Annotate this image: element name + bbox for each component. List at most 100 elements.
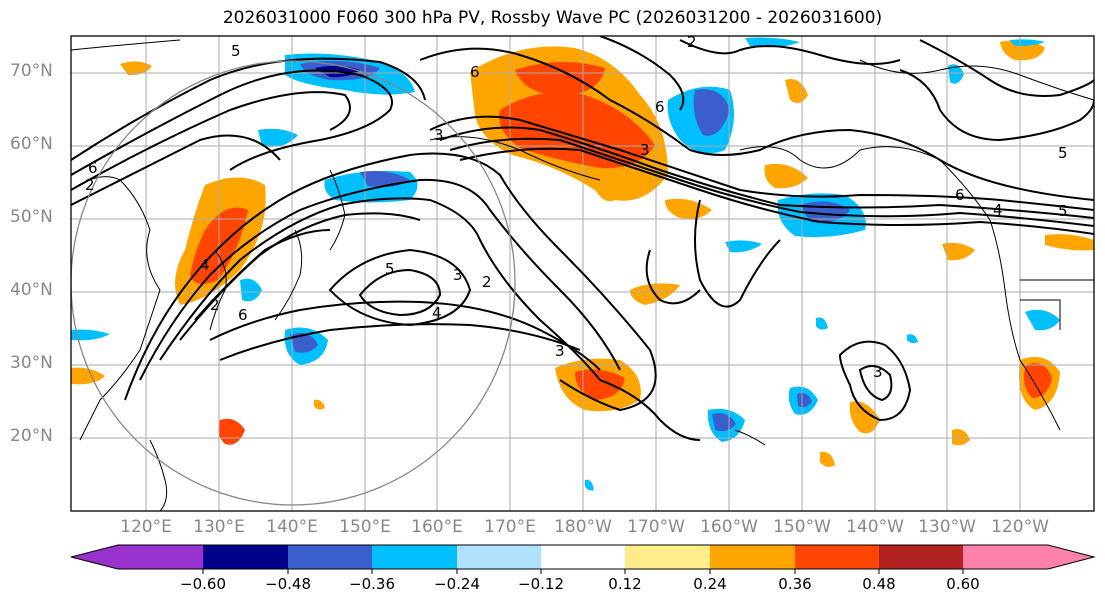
lat-label: 60°N [10,134,53,154]
colorbar-tick-label: 0.60 [946,575,980,593]
lon-label: 150°E [339,517,391,537]
contour-label: 4 [200,256,210,274]
contour-label: 6 [470,63,480,81]
contour-label: 6 [88,159,98,177]
lon-label: 160°E [411,517,463,537]
map-frame [70,35,1095,512]
colorbar [70,544,1096,574]
colorbar-tick-label: 0.24 [693,575,727,593]
contour-label: 6 [238,306,248,324]
anomaly-negative-region [816,317,828,330]
lon-label: 180°W [554,517,612,537]
lon-label: 160°W [700,517,758,537]
colorbar-segment [795,545,879,569]
anomaly-positive-region [764,163,808,189]
anomaly-positive-region [952,429,970,446]
colorbar-segment [372,545,457,569]
colorbar-segment [625,545,710,569]
colorbar-segment [457,545,541,569]
anomaly-negative-core [712,413,736,432]
lat-label: 70°N [10,61,53,81]
anomaly-negative-region [745,37,800,48]
anomaly-positive-region [120,61,152,76]
lon-label: 120°E [120,517,172,537]
lon-label: 170°E [484,517,536,537]
anomaly-positive-region [849,401,880,434]
lon-label: 130°W [918,517,976,537]
lat-label: 20°N [10,426,53,446]
colorbar-segment [118,545,203,569]
lat-label: 30°N [10,353,53,373]
contour-label: 6 [955,186,965,204]
anomaly-positive-core [575,369,625,400]
lon-label: 140°W [846,517,904,537]
contour-label: 2 [482,273,492,291]
colorbar-segment [288,545,372,569]
contour-label: 3 [453,266,463,284]
anomaly-negative-region [240,278,262,302]
contour-label: 6 [655,98,665,116]
colorbar-tick-label: −0.60 [180,575,226,593]
graticule [71,36,1094,511]
anomaly-negative-region [71,329,110,341]
contour-label: 3 [873,363,883,381]
colorbar-tick-label: −0.36 [349,575,395,593]
contour-label: 2 [210,296,220,314]
map-title: 2026031000 F060 300 hPa PV, Rossby Wave … [222,8,883,28]
contour-label: 2 [85,176,95,194]
lat-label: 50°N [10,207,53,227]
contour-label: 3 [555,342,565,360]
colorbar-segment [879,545,963,569]
lon-label: 130°E [193,517,245,537]
lon-label: 170°W [627,517,685,537]
anomaly-positive-region [785,79,808,104]
colorbar-tick-label: 0.36 [778,575,812,593]
contour-label: 5 [231,42,241,60]
anomaly-positive-region [218,418,245,445]
anomaly-positive-region [1000,40,1045,61]
contour-label: 3 [434,126,444,144]
anomaly-positive-region [820,451,835,467]
anomaly-negative-region [1010,39,1045,46]
colorbar-outline [70,544,1096,570]
analysis-circle [71,60,516,506]
anomaly-negative-region [1025,309,1060,331]
lon-label: 140°E [266,517,318,537]
contour-label: 5 [385,260,395,278]
anomaly-negative-core [290,332,318,353]
anomaly-positive-region [314,399,325,410]
contour-label: 2 [687,33,697,51]
anomaly-positive-region [71,367,105,385]
anomaly-positive-region [665,198,712,219]
colorbar-extend-high [1048,545,1094,569]
colorbar-tick-label: −0.48 [265,575,311,593]
colorbar-extend-low [71,545,118,569]
anomaly-positive-region [942,242,975,261]
anomaly-negative-region [907,334,918,344]
anomaly-negative-region [258,128,298,147]
lon-label: 150°W [773,517,831,537]
colorbar-tick-label: 0.12 [608,575,642,593]
pv-contours [71,36,1094,441]
anomaly-positive-core [1024,363,1052,398]
anomaly-negative-core [797,393,812,408]
lat-label: 40°N [10,280,53,300]
anomaly-negative-core [693,89,730,136]
contour-label: 5 [1058,144,1068,162]
colorbar-tick-label: 0.48 [862,575,896,593]
contour-label: 3 [640,141,650,159]
contour-label: 5 [1058,202,1068,220]
anomaly-negative-region [948,64,964,84]
colorbar-segment [963,545,1048,569]
anomaly-negative-region [585,479,594,491]
colorbar-segment [541,545,625,569]
colorbar-tick-label: −0.12 [518,575,564,593]
anomaly-negative-region [725,240,762,253]
colorbar-tick-label: −0.24 [434,575,480,593]
contour-label: 4 [993,201,1003,219]
contour-label: 4 [432,304,442,322]
lon-label: 120°W [991,517,1049,537]
colorbar-segment [203,545,288,569]
anomaly-positive-region [1045,234,1094,251]
